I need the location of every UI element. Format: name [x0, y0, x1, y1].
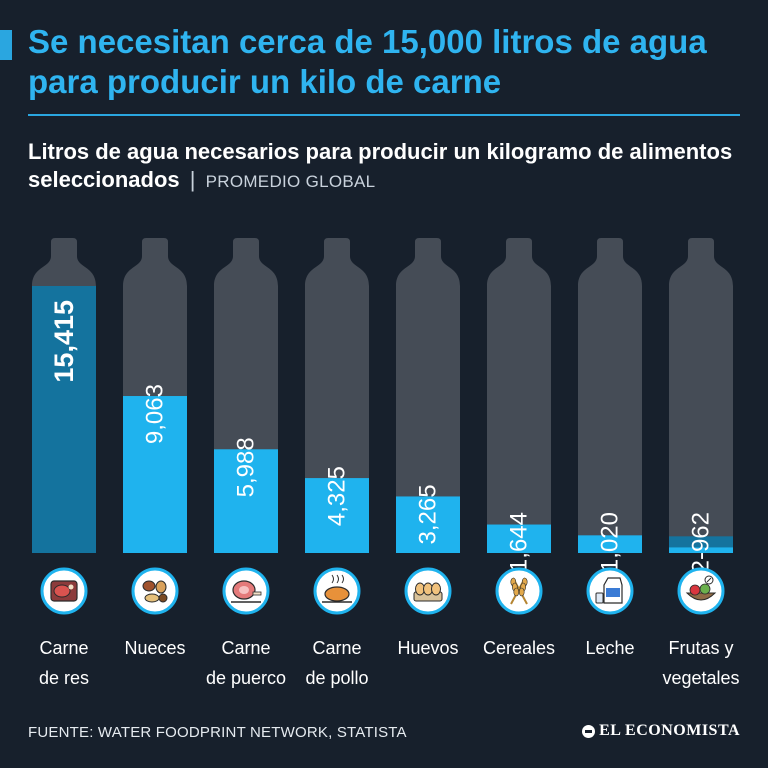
milk-carton-icon — [586, 567, 634, 615]
subtitle-qualifier: PROMEDIO GLOBAL — [205, 172, 376, 191]
category-label: Huevos — [397, 638, 458, 658]
bottle-shape — [669, 238, 733, 553]
bar-fill — [396, 496, 460, 553]
bottle-shape — [305, 238, 369, 553]
bar-fill — [578, 535, 642, 553]
chart-title: Litros de agua necesarios para producir … — [28, 139, 733, 192]
subtitle-separator: | — [189, 167, 196, 192]
headline-accent-block — [0, 30, 12, 60]
bottle-6: 1,020 Leche — [578, 238, 642, 658]
category-label: de puerco — [206, 668, 286, 688]
category-label: de res — [39, 668, 89, 688]
bottle-5: 1,644 Cereales — [483, 238, 555, 658]
bottle-shape — [396, 238, 460, 553]
roast-chicken-icon — [313, 567, 361, 615]
bar-fill-min — [669, 547, 733, 553]
bottle-3: 4,325 Carne de pollo — [305, 238, 369, 688]
bar-fill — [123, 396, 187, 553]
nuts-icon — [131, 567, 179, 615]
category-label: Carne — [221, 638, 270, 658]
bottle-1: 9,063 Nueces — [123, 238, 187, 658]
brand-name: EL ECONOMISTA — [599, 722, 740, 739]
value-label: 5,988 — [233, 437, 260, 497]
bottle-4: 3,265 Huevos — [396, 238, 460, 658]
category-label: Carne — [312, 638, 361, 658]
value-label: 15,415 — [49, 300, 79, 383]
source-note: FUENTE: WATER FOODPRINT NETWORK, STATIST… — [28, 724, 407, 741]
ham-icon — [222, 567, 270, 615]
bottle-0: 15,415 Carne de res — [32, 238, 96, 688]
brand-logo: EL ECONOMISTA — [582, 722, 740, 740]
category-label: Frutas y — [668, 638, 733, 658]
category-label: Carne — [39, 638, 88, 658]
brand-mark-icon — [582, 724, 596, 738]
bar-fill — [305, 478, 369, 553]
category-label: Leche — [585, 638, 634, 658]
category-label: de pollo — [305, 668, 368, 688]
value-label: 4,325 — [324, 466, 351, 526]
fruits-vegetables-icon — [677, 567, 725, 615]
value-label: 3,265 — [415, 484, 442, 544]
chart-subtitle: Litros de agua necesarios para producir … — [28, 138, 748, 196]
bottle-2: 5,988 Carne de puerco — [206, 238, 286, 688]
bar-fill — [214, 449, 278, 553]
bar-fill — [32, 286, 96, 553]
bar-fill — [487, 524, 551, 553]
value-label: 9,063 — [142, 384, 169, 444]
bottle-shape — [487, 238, 551, 553]
bottle-shape — [578, 238, 642, 553]
value-label: 1,644 — [506, 512, 533, 572]
category-label: vegetales — [662, 668, 739, 688]
beef-steak-icon — [40, 567, 88, 615]
headline-divider — [28, 114, 740, 116]
category-label: Nueces — [124, 638, 185, 658]
value-label: 1,020 — [597, 512, 624, 572]
category-label: Cereales — [483, 638, 555, 658]
wheat-icon — [495, 567, 543, 615]
headline: Se necesitan cerca de 15,000 litros de a… — [28, 23, 707, 100]
eggs-icon — [404, 567, 452, 615]
